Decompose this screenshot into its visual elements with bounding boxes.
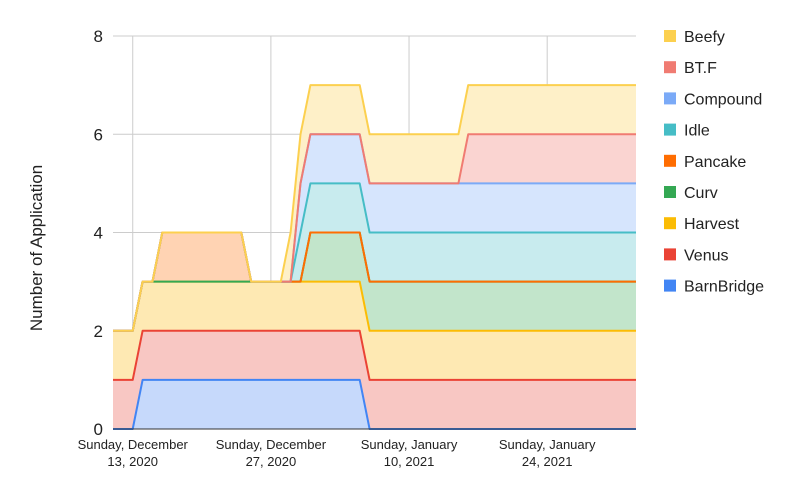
legend-swatch-bt-f [664,61,676,74]
legend-swatch-curv [664,186,676,198]
plot-area [113,85,636,429]
legend-swatch-harvest [664,217,676,230]
line-beefy [113,84,636,332]
line-venus [113,329,636,381]
legend: Beefy BT.F Compound Idle Pancake Curv Harvest V… [664,29,764,296]
area-harvest [113,281,636,380]
legend-swatch-venus [664,248,676,261]
area-beefy [113,85,636,331]
y-tick-label: 6 [94,125,103,144]
legend-swatch-barnbridge [664,279,676,292]
legend-label-bt-f: BT.F [684,60,717,77]
x-tick-label: Sunday, December 13, 2020 [78,437,189,469]
y-tick-label: 4 [94,224,103,243]
legend-label-compound: Compound [684,91,762,108]
x-tick-label: Sunday, December 27, 2020 [216,437,327,469]
area-bt-f [113,134,636,331]
legend-label-beefy: Beefy [684,29,725,46]
legend-swatch-idle [664,123,676,136]
series-lines [113,84,636,430]
area-idle [113,183,636,331]
legend-label-harvest: Harvest [684,216,740,233]
y-axis-title: Number of Application [27,165,46,331]
y-tick-label: 8 [94,27,103,46]
legend-label-venus: Venus [684,247,728,264]
area-barnbridge [113,379,636,429]
area-pancake [113,232,636,331]
y-tick-label: 2 [94,322,103,341]
axes: 0 2 4 6 8 Sunday, December 13, 2020 Sunday, Dec… [78,27,636,469]
legend-label-barnbridge: BarnBridge [684,279,764,296]
legend-swatch-pancake [664,154,676,167]
x-tick-label: Sunday, January 10, 2021 [361,437,458,469]
legend-label-curv: Curv [684,185,718,202]
x-tick-label: Sunday, January 24, 2021 [499,437,596,469]
legend-label-idle: Idle [684,123,710,140]
y-tick-label: 0 [94,420,103,439]
legend-swatch-compound [664,92,676,105]
legend-swatch-beefy [664,30,676,42]
legend-label-pancake: Pancake [684,154,746,171]
